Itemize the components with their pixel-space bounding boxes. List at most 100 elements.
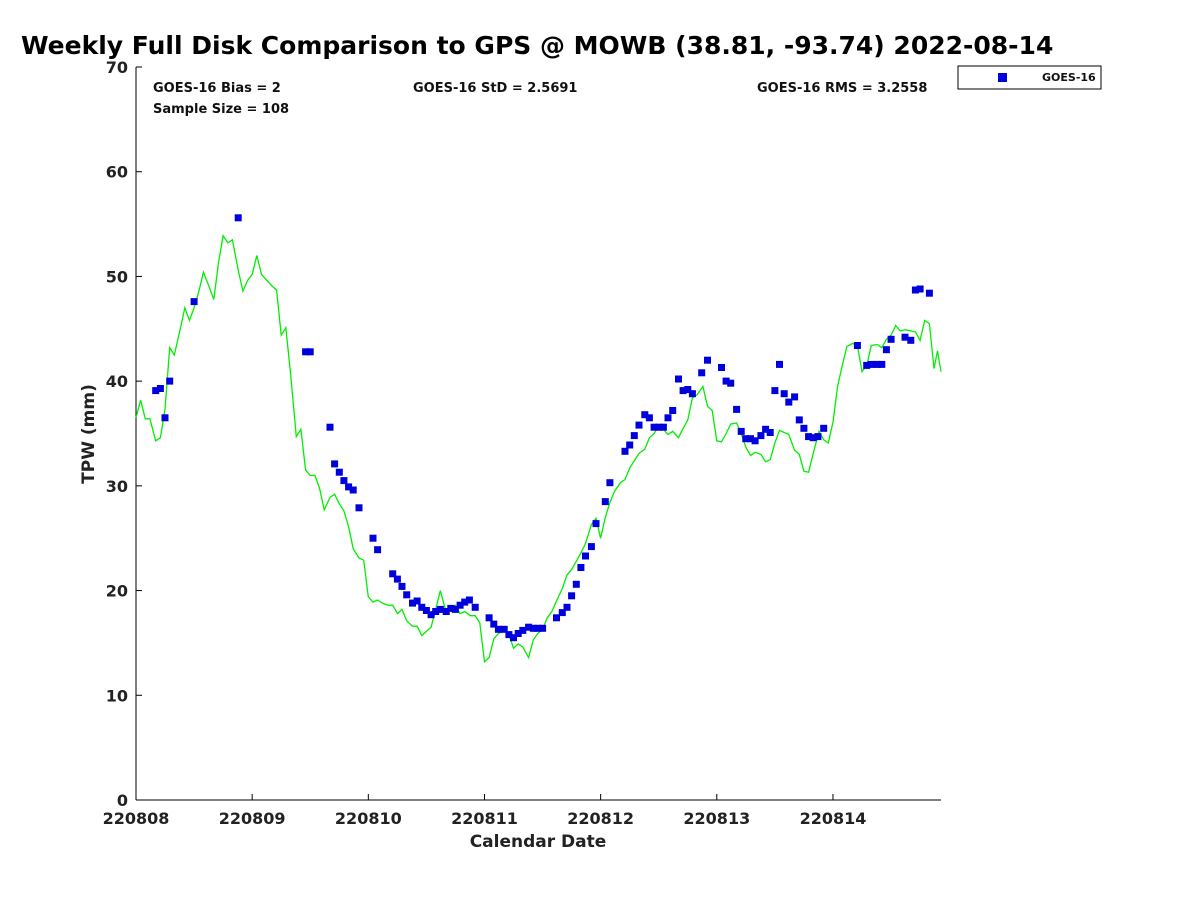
goes16-data-point xyxy=(413,597,421,605)
goes16-data-point xyxy=(688,390,696,398)
x-axis-label: Calendar Date xyxy=(470,832,607,852)
y-tick-label: 0 xyxy=(117,791,128,810)
goes16-data-point xyxy=(635,421,643,429)
goes16-data-point xyxy=(791,393,799,401)
goes16-data-point xyxy=(645,414,653,422)
goes16-data-point xyxy=(525,623,533,631)
goes16-data-point xyxy=(152,387,160,395)
goes16-data-point xyxy=(606,479,614,487)
bias-stat: GOES-16 Bias = 2 xyxy=(153,81,281,96)
goes16-data-point xyxy=(558,609,566,617)
goes16-data-point xyxy=(626,441,634,449)
goes16-data-point xyxy=(500,625,508,633)
goes16-data-point xyxy=(737,427,745,435)
goes16-data-point xyxy=(800,424,808,432)
goes16-data-point xyxy=(795,416,803,424)
goes16-data-point xyxy=(679,387,687,395)
goes16-data-point xyxy=(529,624,537,632)
goes16-data-point xyxy=(572,580,580,588)
goes16-data-point xyxy=(901,333,909,341)
y-tick-label: 10 xyxy=(106,686,128,705)
goes16-data-point xyxy=(447,604,455,612)
goes16-data-point xyxy=(664,414,672,422)
y-tick-label: 70 xyxy=(106,58,128,77)
goes16-data-point xyxy=(326,423,334,431)
sample-size-stat: Sample Size = 108 xyxy=(153,102,289,117)
legend-label-goes16: GOES-16 xyxy=(1042,71,1096,84)
goes16-data-point xyxy=(785,398,793,406)
goes16-data-point xyxy=(490,620,498,628)
goes16-data-point xyxy=(867,360,875,368)
goes16-data-point xyxy=(704,356,711,364)
gps-line-series xyxy=(135,233,942,664)
goes16-data-point xyxy=(907,336,915,344)
goes16-data-point xyxy=(563,603,571,611)
goes16-data-point xyxy=(465,596,473,604)
goes16-data-point xyxy=(776,360,783,368)
goes16-data-point xyxy=(494,625,502,633)
goes16-data-point xyxy=(519,626,527,634)
goes16-data-point xyxy=(456,601,464,609)
chart-title: Weekly Full Disk Comparison to GPS @ MOW… xyxy=(21,31,1053,60)
goes16-data-point xyxy=(675,375,682,383)
goes16-data-point xyxy=(659,423,667,431)
goes16-data-point xyxy=(853,342,861,349)
goes16-data-point xyxy=(882,346,890,354)
goes16-data-point xyxy=(442,608,450,615)
goes16-data-point xyxy=(757,432,765,440)
goes16-data-point xyxy=(863,361,871,369)
goes16-data-point xyxy=(780,390,788,398)
x-tick-label: 220809 xyxy=(219,809,286,828)
goes16-data-point xyxy=(722,377,730,385)
legend-marker-goes16 xyxy=(998,73,1007,82)
goes16-data-point xyxy=(190,298,198,306)
goes16-data-point xyxy=(510,634,517,642)
goes16-data-point xyxy=(539,624,547,632)
plot-area xyxy=(135,67,941,801)
goes16-data-point xyxy=(650,423,658,431)
goes16-data-point xyxy=(601,498,609,506)
goes16-data-point xyxy=(814,433,822,441)
goes16-data-point xyxy=(878,360,886,368)
goes16-data-point xyxy=(427,611,435,619)
goes16-data-point xyxy=(727,379,735,387)
goes16-data-point xyxy=(471,603,479,611)
goes16-data-point xyxy=(587,543,595,551)
goes16-data-point xyxy=(577,564,585,571)
goes16-data-point xyxy=(553,614,560,622)
gps-tpw-line xyxy=(135,233,942,664)
x-tick-label: 220813 xyxy=(683,809,750,828)
goes16-data-point xyxy=(514,630,522,637)
goes16-data-point xyxy=(389,570,397,578)
goes16-data-point xyxy=(916,285,924,293)
goes16-data-point xyxy=(340,477,348,485)
goes16-data-point xyxy=(418,603,426,611)
goes16-data-point xyxy=(393,575,401,583)
goes16-scatter-series xyxy=(152,214,933,642)
goes16-data-point xyxy=(234,214,242,222)
y-tick-label: 20 xyxy=(106,582,128,601)
goes16-data-point xyxy=(630,432,638,440)
goes16-data-point xyxy=(621,447,629,455)
goes16-data-point xyxy=(349,486,357,494)
goes16-data-point xyxy=(436,605,444,613)
goes16-data-point xyxy=(409,599,416,607)
goes16-data-point xyxy=(534,624,542,632)
goes16-data-point xyxy=(762,425,770,433)
goes16-data-point xyxy=(461,598,469,606)
goes16-data-point xyxy=(805,433,813,441)
goes16-data-point xyxy=(698,369,706,377)
goes16-data-point xyxy=(766,429,774,436)
goes16-data-point xyxy=(820,424,828,432)
legend: GOES-16 xyxy=(957,65,1102,90)
goes16-data-point xyxy=(751,437,759,445)
goes16-data-point xyxy=(873,360,881,368)
goes16-data-point xyxy=(398,582,406,590)
goes16-data-point xyxy=(733,405,741,413)
goes16-data-point xyxy=(655,423,663,431)
goes16-data-point xyxy=(592,520,600,528)
goes16-data-point xyxy=(582,552,589,560)
y-tick-label: 40 xyxy=(106,372,128,391)
goes16-data-point xyxy=(166,377,174,385)
